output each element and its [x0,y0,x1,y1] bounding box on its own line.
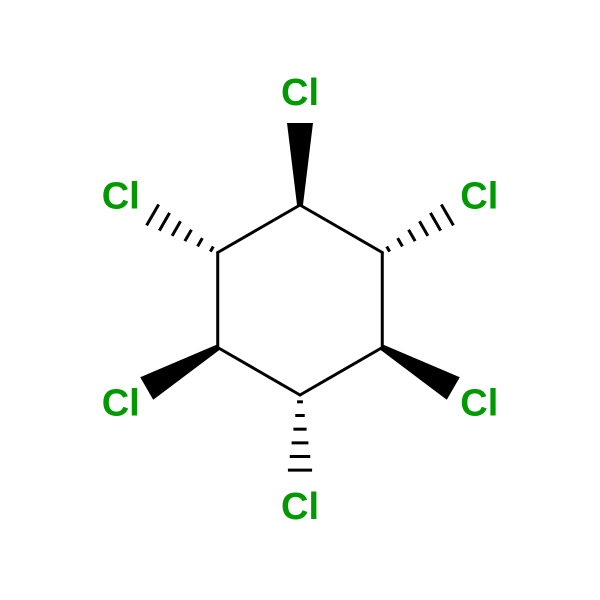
wedge-bond-solid [287,123,313,205]
wedge-bond-hash [172,221,180,236]
wedge-bond-hash [409,230,416,241]
wedge-bond-hash [398,238,403,246]
ring-bond [218,205,300,253]
atom-label-cl: Cl [460,383,498,425]
wedge-bond-hash [185,230,192,241]
atom-label-cl: Cl [460,176,498,218]
ring-bond [218,348,300,396]
wedge-bond-solid [140,345,219,400]
wedge-bond-solid [381,345,460,400]
wedge-bond-hash [210,247,213,252]
wedge-bond-hash [419,221,427,236]
atom-label-cl: Cl [281,72,319,114]
wedge-bond-hash [159,213,169,231]
ring-bond [300,205,382,253]
atom-label-cl: Cl [102,176,140,218]
wedge-bond-hash [441,204,453,225]
atom-label-cl: Cl [102,383,140,425]
ring-bond [300,348,382,396]
wedge-bond-hash [387,247,390,252]
atom-label-cl: Cl [281,486,319,528]
wedge-bond-hash [198,238,203,246]
molecule-diagram: Cl Cl Cl Cl Cl Cl [0,0,600,600]
wedge-bond-hash [430,213,440,231]
wedge-bond-hash [147,204,159,225]
